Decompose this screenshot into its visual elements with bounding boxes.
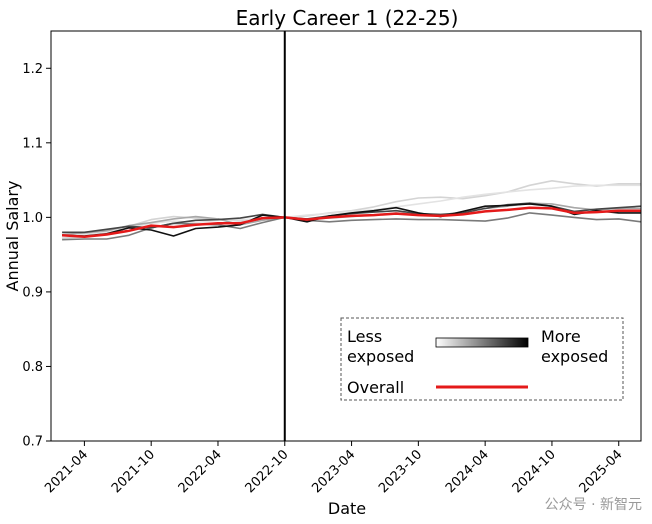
legend-more-exposed-label: More exposed	[541, 327, 608, 366]
x-axis-ticks: 2021-04 2021-10 2022-04 2022-10 2023-04 2023-…	[42, 441, 626, 496]
y-axis-label: Annual Salary	[3, 181, 22, 292]
series-line-2	[62, 184, 641, 237]
y-tick-label: 0.7	[22, 435, 43, 450]
series-layer	[62, 180, 642, 241]
series-line-overall	[62, 206, 641, 238]
series-line-6	[62, 203, 641, 237]
x-tick-label: 2022-10	[243, 447, 292, 496]
x-tick-label: 2025-04	[577, 447, 626, 496]
y-tick-label: 0.9	[22, 285, 43, 300]
x-tick-label: 2023-04	[309, 447, 358, 496]
watermark-text: 公众号 · 新智元	[544, 497, 642, 513]
x-tick-label: 2024-10	[510, 447, 559, 496]
y-axis-ticks: 0.7 0.8 0.9 1.0 1.1 1.2	[22, 62, 51, 450]
x-tick-label: 2022-04	[176, 447, 225, 496]
legend: Less exposed More exposed Overall	[340, 317, 624, 401]
x-tick-label: 2023-10	[376, 447, 425, 496]
legend-exposure-gradient	[435, 337, 529, 348]
y-tick-label: 1.2	[22, 62, 43, 77]
x-tick-label: 2021-04	[42, 447, 91, 496]
y-tick-label: 0.8	[22, 360, 43, 375]
y-tick-label: 1.0	[22, 211, 43, 226]
plot-frame	[50, 30, 642, 442]
y-tick-label: 1.1	[22, 136, 43, 151]
legend-overall-label: Overall	[347, 378, 404, 397]
x-tick-label: 2024-04	[443, 447, 492, 496]
chart-title: Early Career 1 (22-25)	[236, 6, 459, 30]
x-axis-label: Date	[328, 499, 366, 518]
x-tick-label: 2021-10	[109, 447, 158, 496]
legend-less-exposed-label: Less exposed	[347, 327, 414, 366]
